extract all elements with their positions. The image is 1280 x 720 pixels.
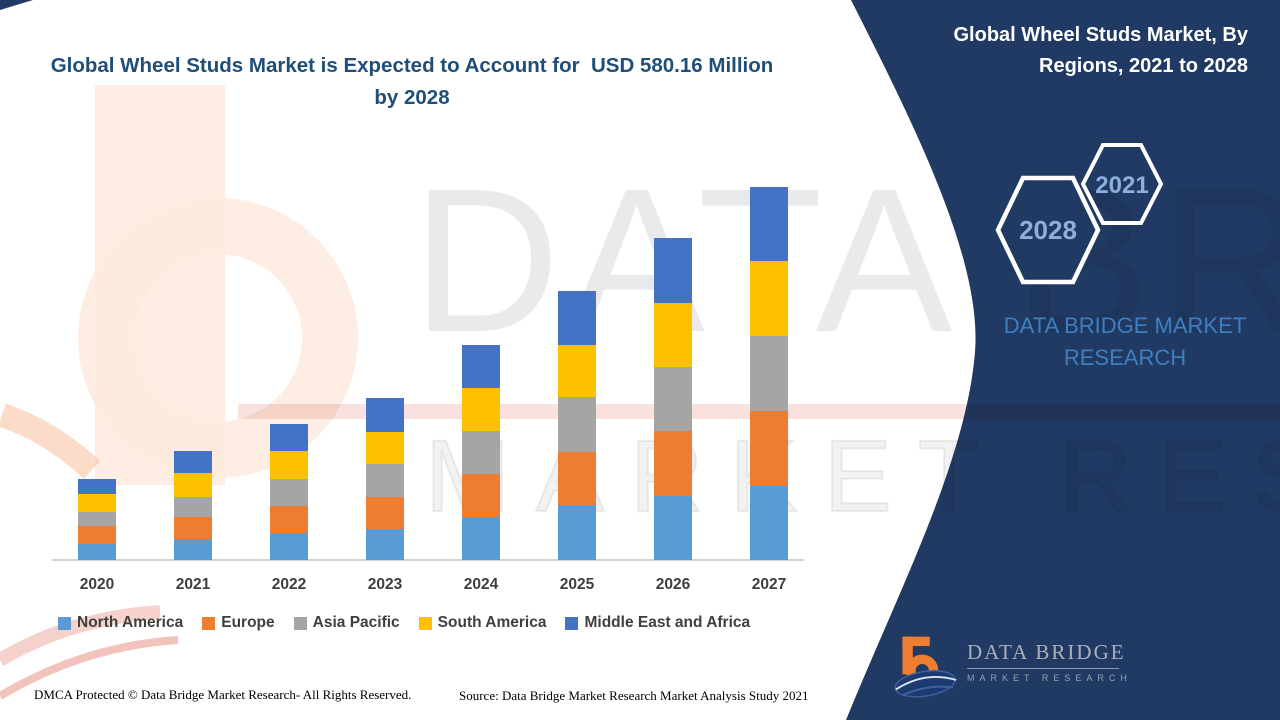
bar-segment-south-america: [174, 473, 212, 497]
legend-item: South America: [418, 614, 547, 632]
logo-name: DATA BRIDGE: [967, 640, 1126, 664]
bar-segment-south-america: [750, 261, 788, 336]
bar-segment-europe: [462, 474, 500, 517]
x-axis-label: 2027: [751, 576, 787, 593]
bar-segment-south-america: [558, 345, 596, 397]
bar-segment-asia-pacific: [654, 367, 692, 431]
x-axis-line: [52, 559, 804, 561]
x-axis-label: 2022: [271, 576, 307, 593]
bar-segment-europe: [174, 517, 212, 539]
bar-segment-south-america: [462, 388, 500, 431]
company-logo-icon: [894, 636, 957, 698]
year-hexagons: 2028 2021: [995, 143, 1164, 285]
bar-segment-asia-pacific: [174, 497, 212, 517]
bar-segment-south-america: [78, 494, 116, 512]
legend-label: Europe: [221, 614, 275, 631]
legend-item: North America: [58, 614, 183, 632]
bar-segment-asia-pacific: [366, 464, 404, 497]
company-logo: DATA BRIDGE MARKET RESEARCH: [893, 628, 1132, 700]
x-axis-label: 2023: [367, 576, 403, 593]
bar-segment-north-america: [366, 529, 404, 560]
stacked-bar-chart: 2020 2021 2022 2023 2024 2025 2026 2027: [52, 187, 804, 593]
bar-segment-europe: [366, 497, 404, 529]
hexagon-2028-label: 2028: [1019, 215, 1077, 245]
hexagon-2021-label: 2021: [1095, 172, 1148, 199]
legend-label: Asia Pacific: [312, 614, 400, 631]
bar-segment-middle-east-and-africa: [558, 291, 596, 345]
bar-segment-middle-east-and-africa: [174, 451, 212, 473]
bar-segment-middle-east-and-africa: [462, 345, 500, 388]
brand-line1: DATA BRIDGE MARKET: [1003, 313, 1247, 338]
legend-swatch: [565, 616, 579, 630]
legend-swatch: [58, 616, 71, 630]
x-axis-label: 2024: [463, 576, 499, 593]
bar-segment-asia-pacific: [462, 431, 500, 474]
legend-label: North America: [77, 614, 184, 631]
legend-swatch: [418, 616, 432, 630]
dmca-notice: DMCA Protected © Data Bridge Market Rese…: [34, 687, 412, 702]
bar-segment-north-america: [750, 486, 788, 560]
bar-segment-middle-east-and-africa: [78, 479, 116, 494]
bar-segment-middle-east-and-africa: [270, 424, 308, 451]
legend-swatch: [293, 616, 307, 630]
bar-segment-middle-east-and-africa: [750, 187, 788, 261]
bar-segment-europe: [654, 431, 692, 496]
panel-title-line2: Regions, 2021 to 2028: [1039, 55, 1248, 77]
bar-segment-south-america: [366, 432, 404, 464]
bar-segment-north-america: [174, 539, 212, 560]
bar-segment-europe: [558, 452, 596, 505]
bar-segment-north-america: [558, 505, 596, 560]
bar-segment-middle-east-and-africa: [366, 398, 404, 432]
bar-segment-north-america: [654, 496, 692, 560]
bar-segment-asia-pacific: [270, 479, 308, 506]
legend-swatch: [202, 616, 216, 630]
bar-segment-middle-east-and-africa: [654, 238, 692, 303]
legend-item: Asia Pacific: [293, 614, 400, 632]
bar-segment-north-america: [462, 517, 500, 560]
bar-segment-europe: [750, 411, 788, 486]
panel-title-line1: Global Wheel Studs Market, By: [953, 24, 1248, 46]
bar-segment-asia-pacific: [78, 512, 116, 526]
hexagon-2021: [1080, 143, 1164, 225]
x-axis-label: 2025: [559, 576, 595, 593]
chart-legend: North America Europe Asia Pacific South Ame…: [58, 614, 750, 632]
legend-label: South America: [437, 614, 547, 631]
bar-segment-europe: [78, 526, 116, 544]
x-axis-label: 2026: [655, 576, 691, 593]
bar-segment-asia-pacific: [558, 397, 596, 452]
bar-segment-south-america: [654, 303, 692, 367]
bar-segment-north-america: [78, 544, 116, 560]
x-axis-label: 2020: [79, 576, 115, 593]
legend-label: Middle East and Africa: [584, 614, 751, 631]
legend-item: Middle East and Africa: [565, 614, 750, 632]
legend-item: Europe: [202, 614, 275, 632]
x-axis-label: 2021: [175, 576, 211, 593]
page-title: Global Wheel Studs Market is Expected to…: [50, 54, 779, 109]
brand-line2: RESEARCH: [1063, 345, 1187, 370]
bar-segment-south-america: [270, 451, 308, 479]
bar-segment-north-america: [270, 533, 308, 560]
logo-divider: [967, 668, 1119, 669]
panel-title: Global Wheel Studs Market, By Regions, 2…: [880, 20, 1253, 82]
bar-segment-asia-pacific: [750, 336, 788, 411]
bar-segment-europe: [270, 506, 308, 533]
hexagon-2028: [995, 175, 1101, 285]
logo-tagline: MARKET RESEARCH: [967, 673, 1132, 683]
source-note: Source: Data Bridge Market Research Mark…: [459, 688, 809, 703]
brand-wordmark: DATA BRIDGE MARKET RESEARCH: [955, 310, 1280, 374]
